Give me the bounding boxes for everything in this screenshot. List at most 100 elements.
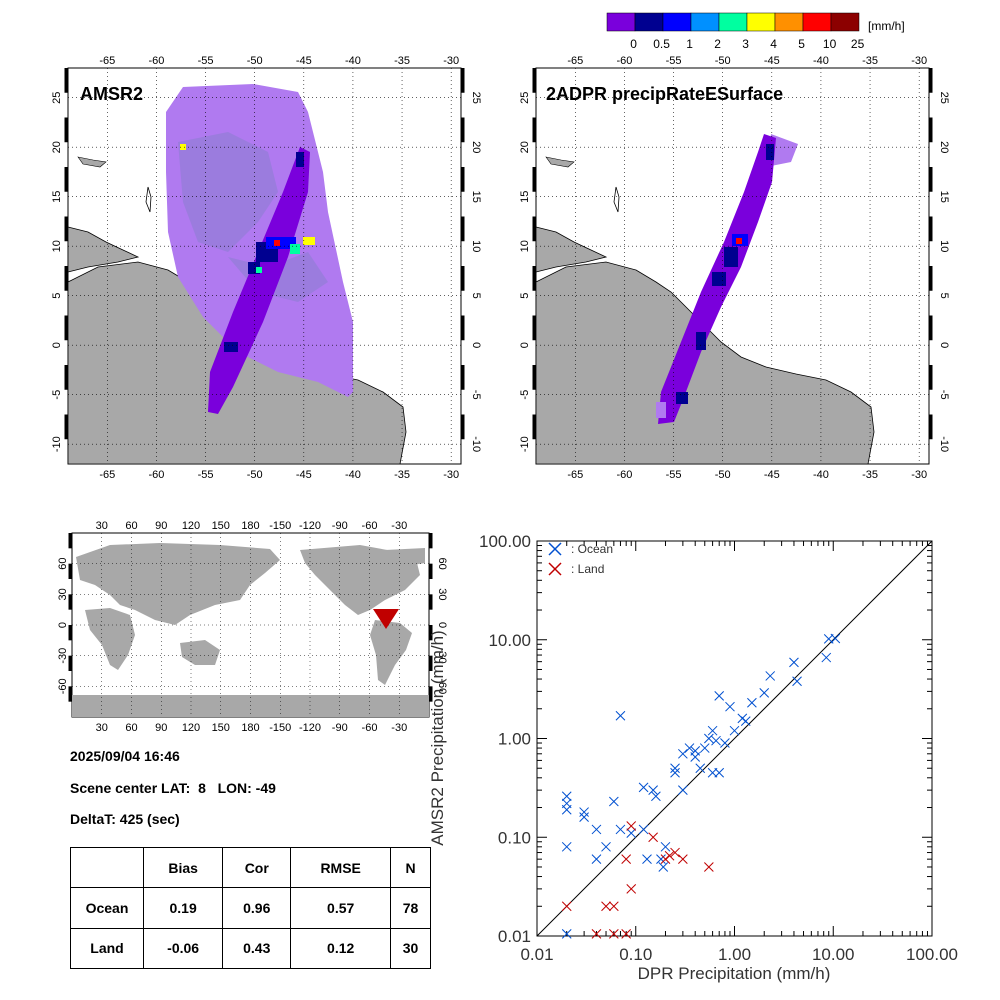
lon-tick-label: -45: [296, 469, 312, 481]
scatter-point: [714, 691, 725, 701]
lat-tick-label: -5: [51, 390, 63, 400]
world-lon-label: 120: [182, 722, 200, 734]
world-lon-label: 180: [241, 520, 259, 532]
lat-tick-labels-right: -10 -5 0 5 10 15 20 25: [938, 92, 950, 453]
lon-tick-label: -45: [764, 469, 780, 481]
lon-tick-labels-bottom: -65 -60 -55 -50 -45 -40 -35 -30: [99, 469, 459, 481]
world-lon-label: 150: [212, 722, 230, 734]
lon-tick-label: -35: [862, 55, 878, 67]
lat-tick-label: 20: [51, 141, 63, 153]
legend-marker: [548, 562, 562, 576]
stats-cell: 0.19: [142, 887, 224, 929]
lon-tick-label: -65: [99, 55, 115, 67]
stats-cell: 30: [390, 927, 431, 970]
scatter-point: [561, 804, 572, 815]
lat-tick-label: 10: [51, 240, 63, 252]
colorbar-label: 0: [630, 37, 637, 51]
colorbar-label: 1: [686, 37, 693, 51]
scatter-point: [648, 832, 658, 843]
world-map-svg: 30 60 90 120 150 180 -150 -120 -90 -60 -30 30 60 90 1…: [57, 520, 448, 734]
world-lon-label: 60: [125, 722, 137, 734]
lon-tick-labels-bottom: -65 -60 -55 -50 -45 -40 -35 -30: [567, 469, 927, 481]
stats-cell: 0.57: [290, 887, 392, 929]
lon-tick-label: -35: [862, 469, 878, 481]
world-lon-label: -30: [391, 520, 407, 532]
colorbar-cell: [662, 12, 692, 32]
lat-tick-label: 5: [470, 293, 482, 299]
scatter-point: [670, 847, 680, 858]
world-lat-label: 0: [57, 622, 69, 628]
lat-tick-label: 20: [519, 141, 531, 153]
lon-tick-label: -30: [443, 469, 459, 481]
scatter-point: [670, 763, 680, 774]
map-grid: [532, 68, 933, 464]
stats-table: Bias Cor RMSE N Ocean 0.19 0.96 0.57 78 …: [70, 846, 431, 970]
world-lon-label: -30: [391, 722, 407, 734]
world-map-panel: 30 60 90 120 150 180 -150 -120 -90 -60 -30 30 60 90 1…: [40, 515, 460, 740]
scatter-point: [656, 854, 666, 865]
scatter-svg: 0.01 0.10 1.00 10.00 100.00 0.01 0.10 1.00 10.0…: [428, 532, 958, 983]
scatter-point: [740, 716, 751, 726]
scatter-point: [626, 884, 637, 894]
scatter-point: [704, 862, 714, 872]
lat-tick-label: 15: [470, 191, 482, 203]
stats-header-cell: RMSE: [290, 846, 392, 889]
lon-tick-labels-top: -65 -60 -55 -50 -45 -40 -35 -30: [567, 55, 927, 67]
lon-tick-label: -40: [345, 469, 361, 481]
scatter-point: [601, 901, 611, 912]
scatter-point: [699, 743, 710, 753]
stats-header-cell: Bias: [142, 846, 224, 889]
scatter-point: [759, 687, 770, 698]
land-mass: [535, 156, 875, 465]
world-lon-label: -60: [362, 520, 378, 532]
world-lon-label: -90: [332, 520, 348, 532]
lon-tick-label: -50: [247, 469, 263, 481]
world-lat-label: -60: [57, 678, 69, 694]
world-lon-label: 150: [212, 520, 230, 532]
stats-cell: 78: [390, 887, 431, 929]
x-tick-label: 0.01: [520, 945, 553, 964]
colorbar-label: 2: [714, 37, 721, 51]
one-to-one-line: [536, 540, 933, 937]
world-lon-labels-top: 30 60 90 120 150 180 -150 -120 -90 -60 -30: [96, 520, 408, 532]
legend: : Ocean: Land: [548, 542, 613, 576]
lat-tick-label: 0: [938, 342, 950, 348]
world-lat-labels-right: -60 -30 0 30 60: [436, 558, 448, 695]
scatter-point: [678, 854, 688, 865]
lat-tick-labels-left: -10 -5 0 5 10 15 20 25: [519, 92, 531, 453]
lat-tick-label: -10: [938, 436, 950, 452]
lat-tick-label: -5: [938, 390, 950, 400]
scatter-point: [601, 841, 611, 852]
world-lon-label: 30: [96, 520, 108, 532]
world-lon-label: 90: [155, 520, 167, 532]
lat-tick-label: 20: [938, 141, 950, 153]
dpr-map-panel: -65 -60 -55 -50 -45 -40 -35 -30 -65 -60 -55 -50 -45…: [496, 52, 968, 482]
lon-tick-label: -35: [394, 55, 410, 67]
lon-tick-label: -40: [813, 469, 829, 481]
colorbar-label: 0.5: [653, 37, 670, 51]
scene-location-marker: [373, 609, 399, 629]
world-lat-label: 60: [436, 558, 448, 570]
lon-tick-label: -30: [911, 55, 927, 67]
scatter-point: [615, 824, 626, 835]
scatter-point: [621, 854, 632, 865]
scatter-point: [707, 725, 718, 736]
world-lon-label: -60: [362, 722, 378, 734]
scatter-point: [720, 738, 730, 748]
lon-tick-label: -60: [616, 55, 632, 67]
world-lat-label: 30: [436, 588, 448, 600]
amsr2-map-panel: -65 -60 -55 -50 -45 -40 -35 -30 -65 -60 -55 -50 -45…: [28, 52, 500, 482]
y-tick-label: 0.10: [498, 828, 531, 847]
scatter-point: [651, 791, 661, 802]
scene-datetime: 2025/09/04 16:46: [70, 748, 180, 764]
colorbar-label: 25: [851, 37, 865, 51]
colorbar-label: 5: [798, 37, 805, 51]
x-tick-label: 0.10: [619, 945, 652, 964]
stats-cell: 0.96: [222, 887, 292, 929]
scatter-points: [561, 633, 841, 939]
world-lat-label: -60: [436, 678, 448, 694]
lon-tick-label: -55: [666, 469, 682, 481]
world-lat-label: 60: [57, 558, 69, 570]
lon-tick-label: -50: [715, 55, 731, 67]
scatter-point: [729, 725, 740, 736]
